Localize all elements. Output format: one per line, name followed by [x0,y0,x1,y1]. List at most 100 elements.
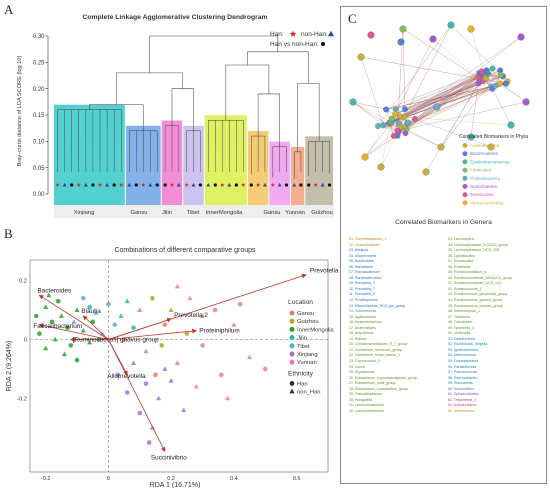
network-edge [425,70,487,173]
phyla-legend-swatch [462,151,468,157]
rda-plot-frame [29,259,329,473]
genus-legend-item: 61. Sphaerochaeta [448,392,479,397]
leaf-nonhan-triangle [227,182,232,187]
genus-legend-item: 03. Alistipes [349,248,369,253]
network-node [394,127,401,134]
genus-legend-item: 62. Treponema_2 [448,397,477,402]
legend-location-swatch [289,359,295,365]
genus-legend-item: 12. Proteiniphilum [349,298,378,303]
genus-legend-item: 38. Roseburia [448,264,471,269]
sample-point-nonhan [199,313,206,318]
genus-legend-item: 49. Tyzzerella_4 [448,325,475,330]
biplot-arrow-label: Proteiniphilum [199,328,240,335]
sample-point-han [219,372,224,378]
genus-legend-item: 06. Barnesiella [349,264,373,269]
genus-legend-item: 29. Faecalibacterium [349,392,383,397]
sample-point-nonhan [174,283,180,289]
sample-point-nonhan [71,319,77,324]
leaf-circle [284,183,289,187]
leaf-han-star [270,182,275,187]
network-node [433,103,441,111]
sample-point-nonhan [181,407,187,413]
biplot-arrow-label: Bacteroides [37,287,71,294]
genus-legend-item: 59. Shewanella [448,381,473,386]
leaf-han-star [256,182,261,187]
legend-nonhan-triangle [327,30,335,37]
network-edge [440,70,501,148]
leaf-nonhan-triangle [83,182,88,187]
genus-legend-item: 52. Escherichia_Shigella [448,342,488,347]
leaf-han-star [169,182,175,187]
phyla-legend-swatch [462,167,468,173]
genus-legend-item: 30. Hungatella [349,397,373,402]
sample-point-han [65,325,70,331]
legend-location-swatch [289,310,295,316]
network-node [367,31,375,39]
sample-point-nonhan [58,313,64,318]
network-edge [352,101,387,110]
sample-point-han [153,372,158,378]
sample-point-han [184,331,190,336]
network-node [388,115,395,122]
leaf-nonhan-triangle [105,182,110,187]
y-tick-label: 0.25 [33,61,45,67]
genus-legend-item: 23. Coprococcus_3 [349,359,380,364]
network-edge [488,73,527,103]
network-node [517,33,525,41]
network-edge [360,56,384,126]
network-node [357,53,365,61]
cluster-group-label: Tibet [187,210,200,216]
panel-a-letter: A [4,2,14,17]
legend-location-label: InnerMongolia [297,327,335,333]
sample-point-han [262,366,268,372]
network-edge [391,78,486,123]
legend-location-title: Location [288,299,313,306]
network-edge [395,72,488,110]
phyla-legend-label: Epsilonbacteraeota [470,159,510,164]
cluster-box [290,146,305,208]
sample-point-nonhan [46,292,52,298]
network-node [475,80,482,87]
phyla-legend-swatch [462,192,468,198]
genus-legend-item: 28. Eubacterium_ruminantium_group [349,386,409,391]
genus-legend-item: 42. Ruminococcus_1 [448,286,482,291]
sample-point-nonhan [61,351,68,357]
sample-point-nonhan [187,295,193,301]
genus-legend-item: 22. Clostridium_sensu_stricto_1 [349,353,401,358]
leaf-han-star [220,182,225,187]
genus-legend-item: 47. Tissierella [448,314,470,319]
network-edge [398,83,507,132]
leaf-nonhan-triangle [191,182,196,187]
network-node [380,122,387,129]
network-node [361,153,369,161]
sample-point-han [200,343,205,348]
biplot-arrow [108,317,172,340]
network-node [503,80,510,87]
leaf-circle [155,183,159,187]
genus-legend-item: 39. Ruminiclostridium_6 [448,270,487,275]
sample-point-nonhan [118,313,124,318]
legend-location-label: Xinjiang [297,352,318,358]
phyla-legend-label: Verrucomicrobia [470,200,504,205]
biplot-arrow-label: [Ruminococcus] gnavus group [73,337,159,344]
legend-hanvsnonhan-circle [321,42,325,46]
leaf-circle [198,183,202,187]
genus-legend-item: 43. Ruminococcus_gauvreauii_group [448,292,508,297]
legend-location-label: Guizhou [297,319,319,325]
sample-point-han [212,307,218,313]
network-edge [380,123,391,168]
genus-legend-item: 07. Flavobacterium [349,270,380,275]
sample-point-nonhan [143,348,149,354]
leaf-circle [307,183,311,187]
sample-point-han [124,390,130,395]
genus-legend-item: 14. Sulfurimonas [349,309,376,314]
network-node [383,106,389,113]
sample-point-han [90,319,96,325]
genus-legend-item: 48. Turicibacter [448,320,473,325]
sample-point-han [55,298,61,304]
network-edge [402,28,483,82]
sample-point-nonhan [225,395,231,401]
network-edge [499,83,527,103]
network-edge [406,77,478,130]
network-node [411,116,418,122]
